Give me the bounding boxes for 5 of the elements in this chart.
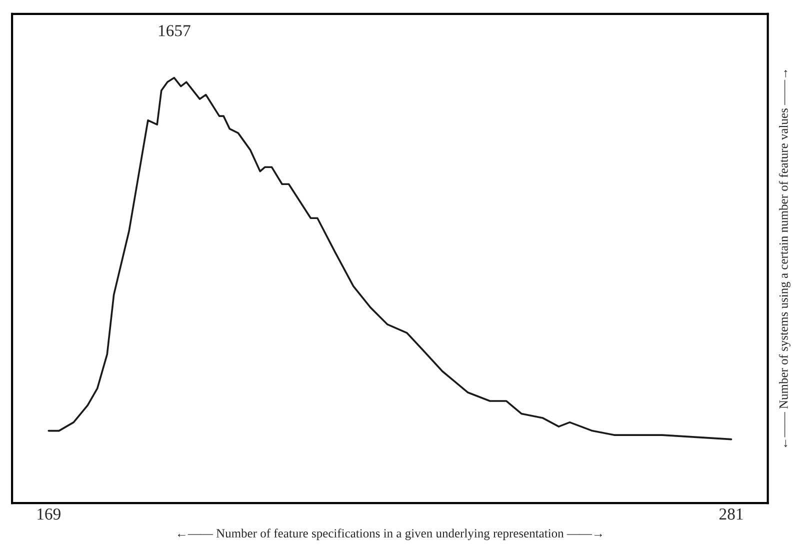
annotation: 1657 xyxy=(158,25,190,36)
x-tick-label: 281 xyxy=(719,508,743,520)
x-tick-label: 169 xyxy=(38,508,60,520)
x-axis-title: ←—— Number of feature specifications in a given underlying representation ——→ xyxy=(178,528,602,540)
y-axis-title: ←—— Number of systems using a certain number of feature values ——→ xyxy=(778,70,790,448)
